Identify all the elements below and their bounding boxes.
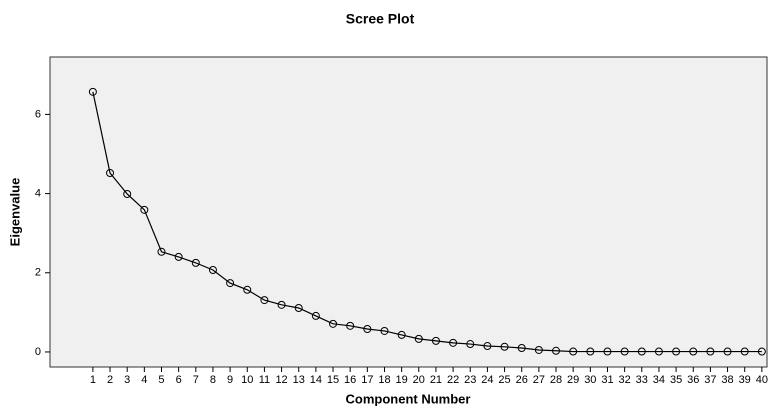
x-tick-label: 35 [670, 374, 682, 386]
chart-title: Scree Plot [346, 11, 415, 27]
x-tick-label: 22 [447, 374, 459, 386]
x-tick-label: 23 [464, 374, 476, 386]
x-tick-label: 26 [516, 374, 528, 386]
x-tick-label: 5 [158, 374, 164, 386]
x-tick-label: 16 [344, 374, 356, 386]
x-tick-label: 39 [739, 374, 751, 386]
x-tick-label: 4 [141, 374, 147, 386]
x-tick-label: 40 [756, 374, 768, 386]
x-tick-label: 36 [687, 374, 699, 386]
x-tick-label: 21 [430, 374, 442, 386]
x-tick-label: 19 [396, 374, 408, 386]
x-tick-label: 2 [107, 374, 113, 386]
x-tick-label: 32 [619, 374, 631, 386]
x-tick-label: 6 [176, 374, 182, 386]
x-tick-label: 25 [498, 374, 510, 386]
x-tick-label: 29 [567, 374, 579, 386]
x-tick-label: 9 [227, 374, 233, 386]
y-tick-label: 2 [35, 267, 41, 279]
x-tick-label: 34 [653, 374, 665, 386]
x-axis-title: Component Number [346, 391, 471, 406]
y-tick-label: 4 [35, 187, 41, 199]
x-tick-label: 38 [721, 374, 733, 386]
x-tick-label: 31 [601, 374, 613, 386]
x-tick-label: 17 [361, 374, 373, 386]
x-tick-label: 14 [310, 374, 322, 386]
x-tick-label: 20 [413, 374, 425, 386]
plot-area [50, 57, 767, 367]
y-axis-title: Eigenvalue [7, 178, 22, 247]
x-tick-label: 27 [533, 374, 545, 386]
x-tick-label: 13 [293, 374, 305, 386]
x-tick-label: 11 [259, 374, 270, 386]
x-tick-label: 12 [275, 374, 287, 386]
x-tick-label: 10 [241, 374, 253, 386]
x-tick-label: 30 [584, 374, 596, 386]
x-tick-label: 28 [550, 374, 562, 386]
x-tick-label: 37 [704, 374, 716, 386]
x-tick-label: 15 [327, 374, 339, 386]
y-tick-label: 0 [35, 346, 41, 358]
x-tick-label: 8 [210, 374, 216, 386]
x-tick-label: 24 [481, 374, 493, 386]
y-tick-label: 6 [35, 108, 41, 120]
chart: Scree Plot Component Number Eigenvalue 0… [0, 0, 768, 407]
x-tick-label: 18 [378, 374, 390, 386]
x-tick-label: 1 [90, 374, 96, 386]
x-tick-label: 7 [193, 374, 199, 386]
x-tick-label: 3 [124, 374, 130, 386]
x-tick-label: 33 [636, 374, 648, 386]
